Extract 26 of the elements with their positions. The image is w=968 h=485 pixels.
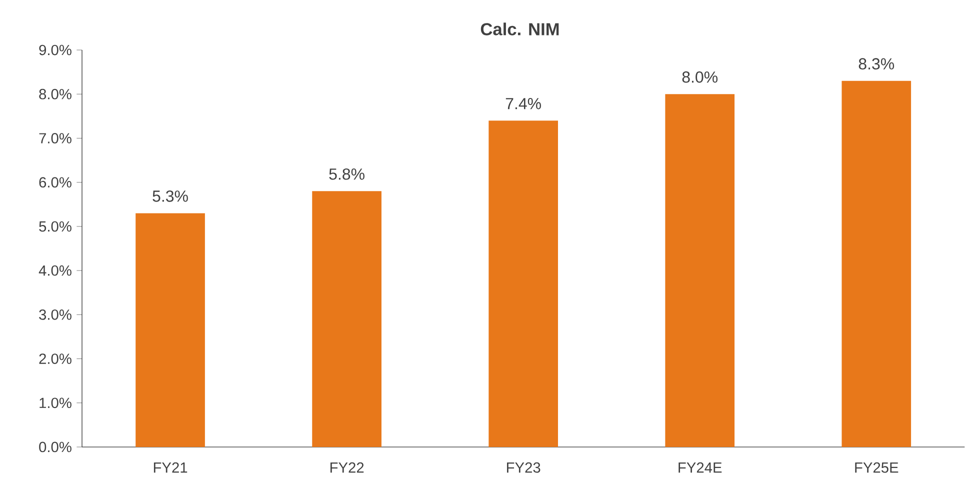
data-label: 5.3% (152, 190, 188, 202)
y-tick-label: 7.0% (39, 133, 72, 144)
x-tick-label: FY21 (154, 462, 188, 473)
bar (488, 120, 558, 447)
data-label: 7.4% (506, 98, 541, 110)
y-tick-label: 3.0% (39, 309, 72, 320)
x-tick-label: FY23 (507, 462, 540, 473)
x-tick-label: FY24E (678, 462, 722, 473)
bar (665, 94, 735, 447)
y-tick-label: 9.0% (39, 44, 72, 56)
y-tick-label: 2.0% (39, 354, 72, 364)
y-tick-label: 6.0% (39, 177, 72, 188)
y-tick-label: 8.0% (39, 88, 72, 100)
chart-title: Calc. NIM (480, 22, 559, 36)
y-tick-label: 0.0% (39, 442, 72, 452)
y-tick-label: 1.0% (40, 398, 72, 408)
bar (312, 191, 382, 447)
data-label: 5.8% (329, 168, 364, 180)
x-tick-label: FY25E (855, 462, 898, 473)
bar (136, 213, 205, 447)
y-tick-label: 4.0% (38, 265, 72, 276)
data-label: 8.0% (682, 71, 718, 83)
bar (842, 80, 912, 447)
data-label: 8.3% (858, 58, 894, 70)
x-tick-label: FY22 (330, 462, 364, 473)
y-tick-label: 5.0% (39, 221, 72, 232)
